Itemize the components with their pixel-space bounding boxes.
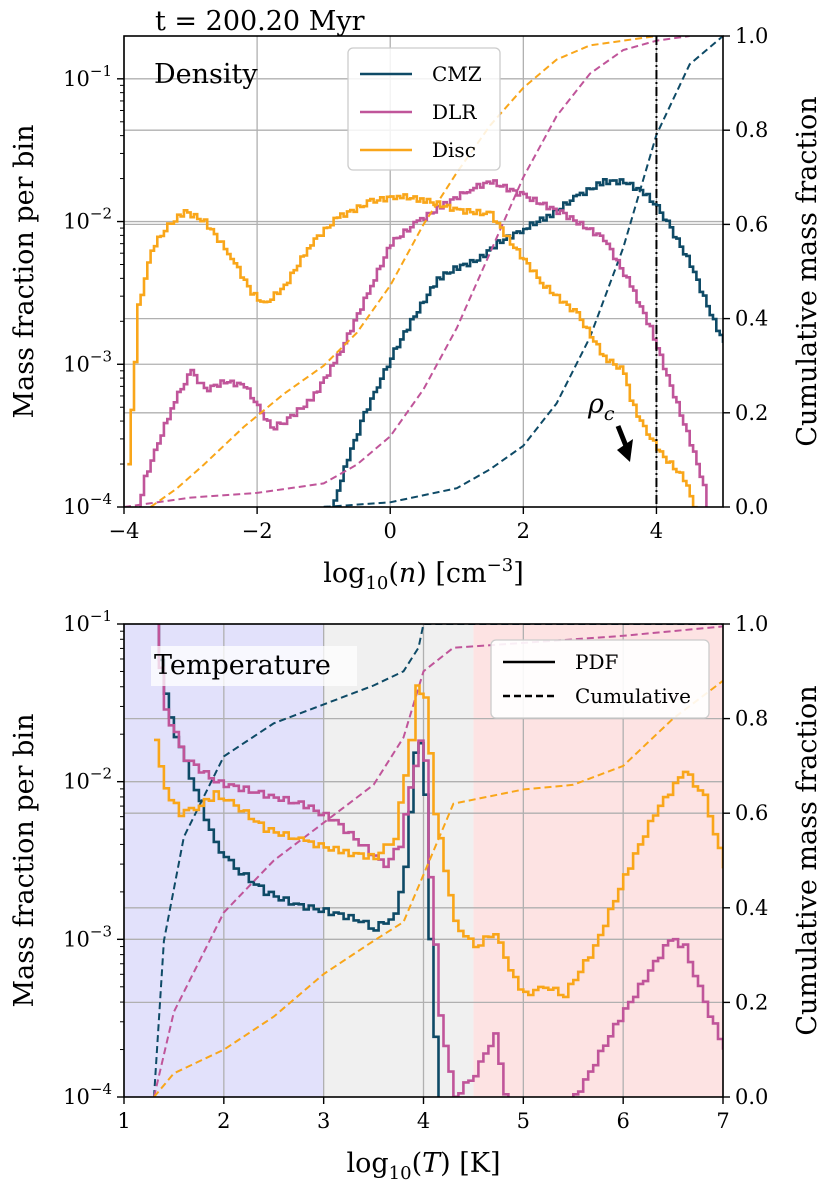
y2-tick-label: 0.2 [735, 990, 768, 1014]
x-axis-label: log10(n) [cm−3] [323, 555, 524, 594]
y-tick-exponent: −4 [90, 490, 112, 508]
panel-label: Density [154, 59, 258, 90]
y-tick-exponent: −3 [90, 922, 112, 940]
pdf-line-dlr [157, 624, 723, 1097]
x-tick-label: 7 [716, 1109, 729, 1133]
x-axis-label-part: ) [cm [416, 558, 486, 589]
panel-label-bg [151, 646, 357, 686]
cumulative-line-dlr [153, 625, 723, 1097]
y2-tick-label: 1.0 [735, 24, 768, 48]
cumulative-line-cmz [153, 624, 723, 1097]
x-axis-label-part: ] [513, 558, 524, 589]
y2-axis-label: Cumulative mass fraction [792, 685, 823, 1035]
y2-tick-label: 0.0 [735, 495, 768, 519]
legend-label-dashed: Cumulative [575, 684, 691, 708]
y-tick-label: 10−4 [63, 1080, 112, 1109]
x-axis-label-part: T [422, 1148, 442, 1179]
density-panel: ρc−4 −2 0 2 410−410−310−210−10.00.20.40.60.8… [9, 24, 823, 594]
y2-tick-label: 0.8 [735, 707, 768, 731]
series-group [124, 36, 723, 507]
y-tick-label: 10−2 [63, 765, 112, 794]
legend-label-cmz: CMZ [432, 62, 482, 86]
y-tick-label: 10−2 [63, 205, 112, 234]
y-axis-label: Mass fraction per bin [9, 125, 40, 419]
y2-tick-label: 1.0 [735, 612, 768, 636]
y-axis-label: Mass fraction per bin [9, 714, 40, 1008]
series-group [153, 624, 723, 1097]
y-tick-exponent: −4 [90, 1080, 112, 1098]
y2-tick-label: 0.6 [735, 212, 768, 236]
x-axis-label: log10(T) [K] [346, 1148, 500, 1184]
y-tick-label: 10−4 [63, 490, 112, 519]
x-axis-label-part: −3 [487, 555, 514, 576]
pdf-line-cmz [323, 178, 723, 507]
rho-label: ρc [587, 389, 615, 425]
pdf-line-disc [127, 193, 698, 507]
y2-tick-label: 0.8 [735, 118, 768, 142]
rho-subscript: c [604, 403, 615, 425]
arrow-head [617, 439, 633, 462]
legend-label-dlr: DLR [432, 100, 477, 124]
axes-frame [123, 35, 724, 508]
y2-tick-label: 0.2 [735, 401, 768, 425]
x-axis-label-part: ( [412, 1148, 423, 1179]
temperature-panel: 1 2 3 4 5 6 710−410−310−210−10.00.20.40.60.81.… [9, 607, 823, 1184]
legend-label-disc: Disc [432, 138, 476, 162]
x-axis-label-part: log [346, 1148, 388, 1179]
x-tick-label: −4 [109, 519, 140, 543]
y-tick-exponent: −2 [90, 205, 112, 223]
x-tick-label: 2 [517, 519, 530, 543]
x-tick-label: −2 [242, 519, 273, 543]
x-tick-label: 2 [217, 1109, 230, 1133]
x-tick-label: 0 [384, 519, 397, 543]
x-axis-label-part: 10 [389, 1163, 412, 1184]
legend-box [490, 639, 710, 719]
y2-tick-label: 0.4 [735, 307, 768, 331]
x-tick-label: 4 [417, 1109, 430, 1133]
y2-tick-label: 0.4 [735, 896, 768, 920]
x-tick-label: 4 [650, 519, 663, 543]
y-tick-label: 10−3 [63, 922, 112, 951]
cumulative-line-disc [153, 680, 723, 1097]
x-tick-label: 3 [317, 1109, 330, 1133]
x-tick-label: 6 [616, 1109, 629, 1133]
arrow-shaft [615, 425, 629, 447]
y-tick-label: 10−3 [63, 347, 112, 376]
y-tick-exponent: −2 [90, 765, 112, 783]
x-axis-label-part: ( [388, 558, 399, 589]
temperature-band [323, 624, 474, 1097]
x-axis-label-part: 10 [365, 573, 388, 594]
y-tick-exponent: −3 [90, 347, 112, 365]
cumulative-line-disc [150, 36, 657, 507]
figure-title: t = 200.20 Myr [155, 6, 365, 37]
x-axis-label-part: ) [K] [440, 1148, 500, 1179]
pdf-line-disc [154, 684, 723, 999]
panel-label: Temperature [154, 650, 331, 681]
legend-label-solid: PDF [575, 650, 618, 674]
y2-axis-label: Cumulative mass fraction [792, 96, 823, 446]
cumulative-line-cmz [323, 36, 723, 507]
y2-tick-label: 0.6 [735, 801, 768, 825]
y-tick-label: 10−1 [63, 607, 112, 636]
pdf-line-dlr [139, 179, 708, 507]
cumulative-line-dlr [124, 36, 690, 507]
x-axis-label-part: n [399, 558, 416, 589]
legend-box [347, 47, 501, 171]
x-tick-label: 1 [117, 1109, 130, 1133]
y-tick-label: 10−1 [63, 62, 112, 91]
y-tick-exponent: −1 [90, 62, 112, 80]
x-axis-label-part: log [323, 558, 365, 589]
y-tick-exponent: −1 [90, 607, 112, 625]
x-tick-label: 5 [517, 1109, 530, 1133]
y2-tick-label: 0.0 [735, 1085, 768, 1109]
